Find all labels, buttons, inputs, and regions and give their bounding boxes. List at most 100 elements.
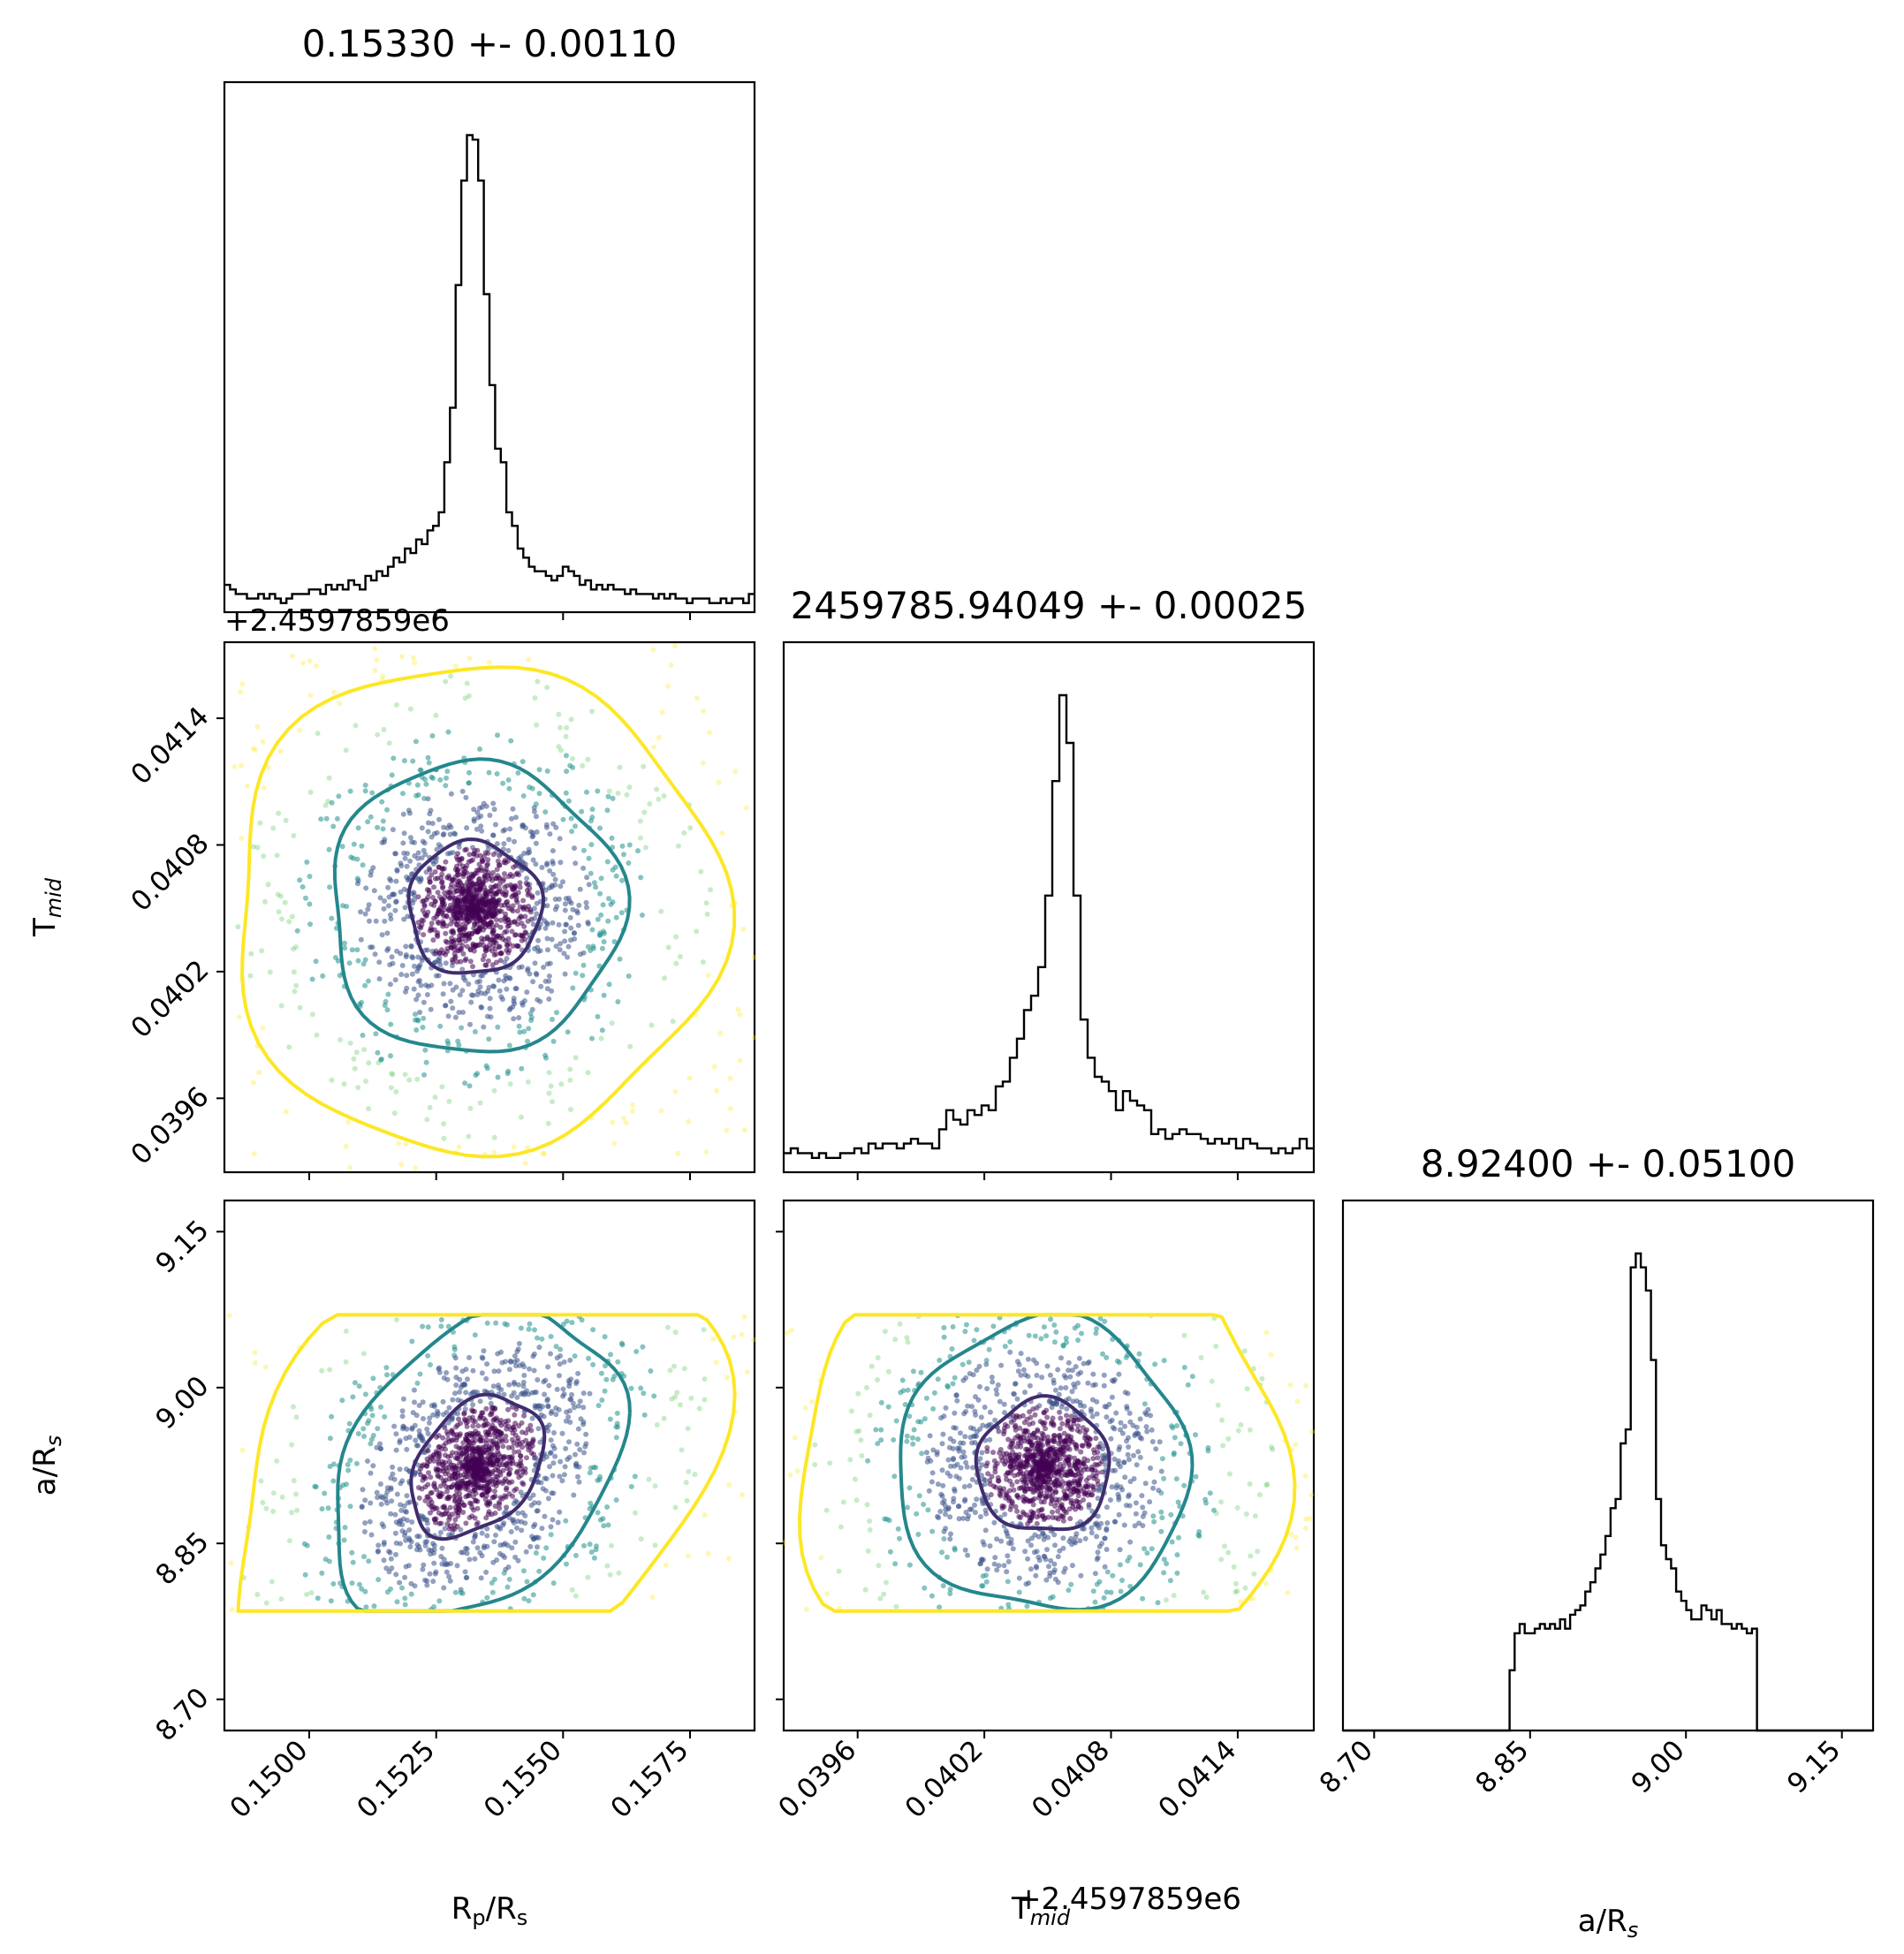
- scatter-point: [1029, 1512, 1035, 1519]
- scatter-point: [376, 959, 383, 966]
- scatter-point: [1055, 1508, 1061, 1514]
- scatter-point: [1047, 1372, 1053, 1378]
- scatter-point: [940, 1431, 946, 1437]
- scatter-point: [535, 1426, 542, 1432]
- scatter-point: [1051, 1532, 1058, 1538]
- scatter-point: [743, 805, 749, 811]
- scatter-point: [428, 1006, 434, 1012]
- scatter-point: [521, 1028, 527, 1034]
- scatter-point: [696, 1405, 702, 1412]
- scatter-point: [1086, 1359, 1092, 1365]
- scatter-point: [474, 826, 480, 832]
- scatter-point: [355, 825, 361, 831]
- scatter-point: [1103, 1462, 1109, 1468]
- scatter-point: [1144, 1550, 1150, 1556]
- scatter-point: [546, 973, 552, 979]
- scatter-point: [533, 861, 539, 867]
- scatter-point: [1067, 1374, 1073, 1380]
- scatter-point: [1106, 1401, 1112, 1407]
- scatter-point: [490, 800, 497, 807]
- scatter-point: [565, 954, 571, 960]
- scatter-point: [490, 902, 496, 908]
- scatter-point: [451, 1344, 458, 1350]
- scatter-point: [604, 1563, 611, 1569]
- scatter-point: [262, 898, 268, 905]
- scatter-point: [476, 1485, 482, 1491]
- scatter-point: [567, 1408, 573, 1414]
- scatter-point: [1025, 1356, 1031, 1362]
- scatter-point: [1263, 1580, 1269, 1587]
- scatter-point: [852, 1476, 858, 1482]
- scatter-point: [530, 979, 536, 985]
- scatter-point: [470, 914, 476, 920]
- scatter-point: [1014, 1396, 1020, 1402]
- scatter-point: [1251, 1571, 1257, 1577]
- scatter-point: [1123, 1354, 1129, 1360]
- scatter-point: [1027, 1421, 1033, 1428]
- scatter-point: [603, 1363, 608, 1369]
- scatter-point: [905, 1504, 910, 1511]
- scatter-point: [406, 1526, 413, 1533]
- scatter-point: [926, 1488, 932, 1494]
- scatter-point: [434, 1412, 440, 1419]
- scatter-point: [998, 1538, 1005, 1544]
- scatter-point: [482, 924, 489, 930]
- scatter-point: [415, 791, 421, 798]
- scatter-point: [446, 1494, 452, 1500]
- scatter-point: [1056, 1391, 1062, 1397]
- scatter-point: [444, 1562, 451, 1567]
- scatter-point: [519, 1065, 525, 1072]
- scatter-point: [485, 857, 491, 863]
- scatter-point: [375, 1426, 381, 1432]
- scatter-point: [532, 915, 538, 921]
- scatter-point: [429, 834, 435, 840]
- scatter-point: [543, 1055, 549, 1061]
- scatter-point: [1035, 1427, 1041, 1433]
- scatter-point: [1252, 1513, 1258, 1519]
- scatter-point: [322, 1556, 329, 1563]
- scatter-point: [524, 989, 530, 996]
- scatter-point: [580, 1390, 587, 1397]
- scatter-point: [553, 1344, 559, 1350]
- scatter-point: [516, 1015, 522, 1021]
- scatter-point: [501, 1391, 507, 1397]
- scatter-point: [991, 1519, 998, 1526]
- scatter-point: [402, 1072, 408, 1078]
- scatter-point: [409, 839, 415, 845]
- scatter-point: [1063, 1375, 1069, 1381]
- scatter-point: [444, 1409, 450, 1415]
- scatter-point: [1293, 1442, 1299, 1448]
- scatter-point: [961, 1411, 967, 1417]
- scatter-point: [947, 1587, 953, 1593]
- scatter-point: [284, 1109, 289, 1115]
- scatter-point: [535, 1377, 541, 1382]
- scatter-point: [446, 1458, 452, 1465]
- scatter-point: [713, 1359, 719, 1366]
- scatter-point: [558, 747, 564, 754]
- scatter-point: [454, 869, 460, 875]
- scatter-point: [498, 1430, 504, 1436]
- scatter-point: [1122, 1474, 1128, 1481]
- scatter-point: [1073, 1415, 1079, 1421]
- scatter-point: [982, 1405, 988, 1410]
- scatter-point: [388, 1511, 394, 1517]
- scatter-point: [501, 1520, 507, 1526]
- scatter-point: [672, 1504, 679, 1511]
- scatter-point: [572, 845, 577, 852]
- scatter-point: [483, 1405, 489, 1412]
- scatter-point: [497, 988, 503, 994]
- scatter-point: [554, 1010, 559, 1016]
- scatter-point: [1072, 1480, 1078, 1486]
- scatter-point: [380, 673, 386, 679]
- scatter-point: [939, 1441, 945, 1447]
- scatter-point: [1095, 1455, 1101, 1461]
- scatter-point: [492, 1503, 498, 1509]
- scatter-point: [329, 1413, 335, 1420]
- scatter-point: [554, 1386, 560, 1392]
- scatter-point: [1127, 1583, 1134, 1589]
- scatter-point: [601, 992, 607, 998]
- scatter-point: [402, 855, 408, 861]
- scatter-point: [401, 886, 407, 892]
- scatter-point: [520, 1379, 527, 1385]
- scatter-point: [549, 1017, 555, 1022]
